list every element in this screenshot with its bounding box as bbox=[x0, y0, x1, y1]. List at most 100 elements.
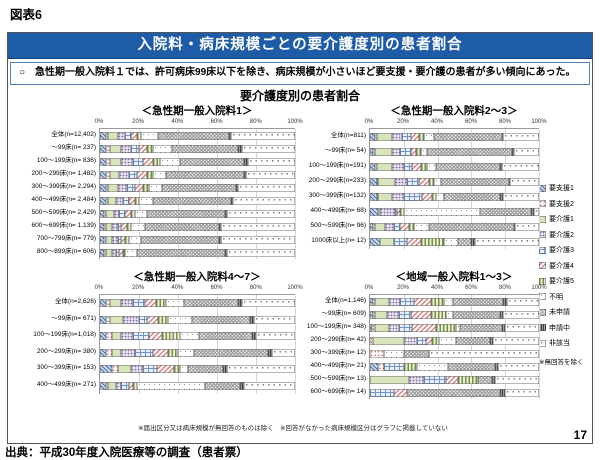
bar-segment-未申請 bbox=[403, 349, 430, 358]
bar-segment-要支援2 bbox=[375, 162, 377, 171]
bar-segment-不明 bbox=[179, 365, 188, 374]
plot bbox=[99, 295, 296, 395]
bar-segment-要介護4 bbox=[138, 144, 147, 153]
gridline bbox=[217, 129, 218, 259]
category-labels: 全体(n=1,146) ～99床(n= 609) 100～199床(n= 348) 2… bbox=[295, 284, 369, 399]
bar-segment-要介護2 bbox=[121, 348, 136, 357]
bar-segment-要介護2 bbox=[391, 162, 404, 171]
row-label: 700～799床(n= 779) bbox=[36, 235, 96, 242]
bar-segment-要介護1 bbox=[111, 348, 122, 357]
bar-segment-要介護5 bbox=[408, 222, 414, 231]
bar-segment-要支援2 bbox=[105, 348, 112, 357]
gridline bbox=[471, 129, 473, 249]
gridline bbox=[403, 129, 405, 249]
stacked-bar bbox=[100, 332, 295, 341]
chart-row bbox=[370, 204, 539, 219]
legend-label: 申請中 bbox=[549, 324, 570, 332]
stacked-bar bbox=[370, 310, 539, 319]
gridline bbox=[539, 129, 540, 249]
bar-segment-未申請 bbox=[146, 209, 225, 218]
bar-segment-要介護4 bbox=[412, 162, 421, 171]
bar-segment-非該当 bbox=[503, 192, 539, 201]
bar-segment-要介護3 bbox=[393, 222, 401, 231]
bar-segment-要介護2 bbox=[391, 132, 403, 141]
bar-segment-非該当 bbox=[506, 297, 539, 306]
bar-segment-申請中 bbox=[224, 209, 227, 218]
bar-segment-申請中 bbox=[500, 310, 504, 319]
bar-segment-要支援1 bbox=[100, 348, 106, 357]
bar-segment-要介護3 bbox=[398, 310, 411, 319]
bar-segment-要介護2 bbox=[117, 131, 126, 140]
bar-segment-不明 bbox=[125, 248, 137, 257]
bar-segment-非該当 bbox=[271, 348, 295, 357]
row-label: 300～399床(n=132) bbox=[308, 192, 366, 199]
bar-segment-要支援2 bbox=[105, 183, 108, 192]
bar-segment-要支援2 bbox=[375, 132, 377, 141]
bar-segment-要支援1 bbox=[370, 162, 376, 171]
chart-row bbox=[370, 334, 539, 347]
bar-segment-不明 bbox=[439, 336, 457, 345]
bar-segment-要介護2 bbox=[121, 157, 134, 166]
stacked-bar bbox=[370, 375, 539, 384]
legend-label: 要支援2 bbox=[549, 200, 574, 208]
bar-segment-要介護3 bbox=[403, 192, 423, 201]
bar-segment-要介護1 bbox=[107, 131, 118, 140]
bar-segment-非該当 bbox=[232, 196, 295, 205]
row-label: 300～399床(n= 12) bbox=[310, 349, 366, 356]
chart-row bbox=[100, 168, 295, 181]
bar-segment-未申請 bbox=[444, 192, 501, 201]
stacked-bar bbox=[370, 147, 539, 156]
bar-segment-要介護3 bbox=[417, 336, 426, 345]
bar-segment-要支援1 bbox=[100, 332, 106, 341]
bar-segment-要支援2 bbox=[105, 381, 108, 390]
bar-segment-申請中 bbox=[250, 315, 254, 324]
bar-segment-非該当 bbox=[501, 162, 539, 171]
stacked-bar bbox=[100, 235, 295, 244]
legend-label: 要介護5 bbox=[549, 278, 574, 285]
bar-segment-要介護3 bbox=[398, 323, 413, 332]
chart-row bbox=[370, 234, 539, 249]
bar-segment-要支援1 bbox=[100, 131, 106, 140]
bar-segment-不明 bbox=[435, 192, 445, 201]
bar-segment-要介護4 bbox=[146, 315, 159, 324]
legend-item: 要介護4 bbox=[539, 261, 591, 271]
stacked-bar bbox=[370, 177, 539, 186]
page-title: 入院料・病床規模ごとの要介護度別の患者割合 bbox=[8, 33, 592, 59]
bar-segment-要支援1 bbox=[100, 315, 106, 324]
stacked-bar bbox=[370, 207, 539, 216]
bar-segment-要介護1 bbox=[105, 248, 112, 257]
bar-segment-要支援1 bbox=[100, 144, 106, 153]
bar-segment-要支援1 bbox=[370, 192, 377, 201]
bar-segment-申請中 bbox=[491, 375, 496, 384]
chart-row bbox=[100, 378, 295, 395]
bar-segment-要支援1 bbox=[100, 170, 106, 179]
bar-segment-要介護2 bbox=[123, 315, 139, 324]
bar-segment-要介護5 bbox=[432, 192, 436, 201]
bar-segment-非該当 bbox=[242, 299, 295, 308]
statement-text: ○ 急性期一般入院料１では、許可病床99床以下を除き、病床規模が小さいほど要支援… bbox=[19, 67, 576, 78]
axis-tick: 0% bbox=[94, 285, 104, 291]
bar-segment-要介護1 bbox=[109, 144, 122, 153]
bar-segment-未申請 bbox=[199, 332, 253, 341]
bar-segment-要支援2 bbox=[105, 131, 108, 140]
bar-segment-要介護4 bbox=[129, 381, 134, 390]
bar-segment-非該当 bbox=[226, 365, 295, 374]
bar-segment-要介護1 bbox=[109, 157, 122, 166]
axis-tick: 100% bbox=[531, 119, 547, 125]
bar-segment-不明 bbox=[129, 235, 141, 244]
bar-segment-申請中 bbox=[222, 365, 227, 374]
bar-segment-要支援2 bbox=[370, 336, 374, 345]
bar-segment-要支援2 bbox=[105, 299, 110, 308]
bar-segment-申請中 bbox=[244, 157, 249, 166]
bar-segment-非該当 bbox=[242, 144, 295, 153]
legend-item: 不明 bbox=[539, 292, 591, 302]
bar-segment-要介護2 bbox=[391, 192, 404, 201]
bar-segment-要介護2 bbox=[380, 207, 396, 216]
bar-segment-申請中 bbox=[500, 162, 502, 171]
chart-title: ＜地域一般入院料1～3＞ bbox=[395, 271, 513, 283]
bar-segment-要介護1 bbox=[373, 336, 404, 345]
bar-segment-申請中 bbox=[224, 248, 227, 257]
chart-row bbox=[370, 144, 539, 159]
bar-segment-要介護2 bbox=[121, 332, 134, 341]
category-labels: 全体(n=2,626) ～99床(n= 671) 100～199床(n=1,018)… bbox=[9, 284, 99, 394]
